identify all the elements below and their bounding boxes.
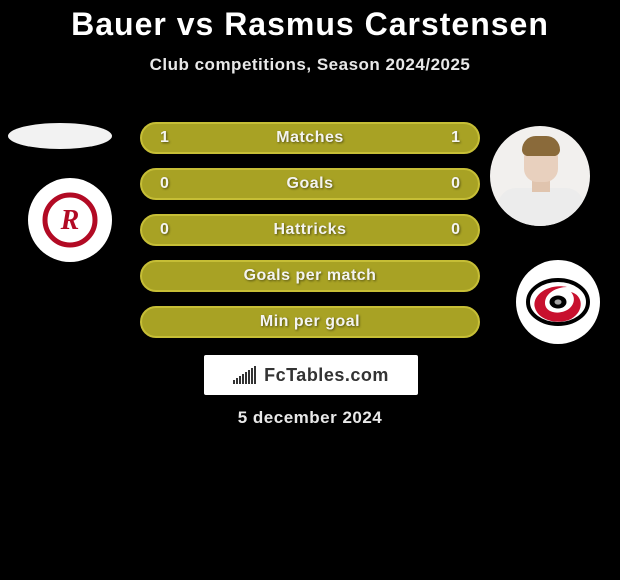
stat-label: Goals <box>287 175 334 193</box>
svg-text:R: R <box>60 205 80 236</box>
brand-label: FcTables.com <box>264 365 389 386</box>
player2-photo <box>490 126 590 226</box>
jahn-regensburg-icon: R <box>42 192 98 248</box>
stat-left-value: 0 <box>160 175 169 193</box>
date-footer: 5 december 2024 <box>0 408 620 428</box>
stat-right-value: 0 <box>451 175 460 193</box>
bar-chart-icon <box>233 366 256 384</box>
stat-label: Goals per match <box>244 267 377 285</box>
stats-list: 1 Matches 1 0 Goals 0 0 Hattricks 0 Goals per mat… <box>140 122 480 352</box>
brand-badge: FcTables.com <box>204 355 418 395</box>
comparison-card: Bauer vs Rasmus Carstensen Club competit… <box>0 0 620 580</box>
stat-right-value: 0 <box>451 221 460 239</box>
stat-right-value: 1 <box>451 129 460 147</box>
stat-label: Min per goal <box>260 313 360 331</box>
stat-row: Goals per match <box>140 260 480 292</box>
stat-left-value: 1 <box>160 129 169 147</box>
player2-club-badge <box>516 260 600 344</box>
stat-left-value: 0 <box>160 221 169 239</box>
stat-row: Min per goal <box>140 306 480 338</box>
stat-row: 0 Hattricks 0 <box>140 214 480 246</box>
subtitle: Club competitions, Season 2024/2025 <box>0 55 620 75</box>
hurricanes-swirl-icon <box>523 275 593 329</box>
stat-row: 1 Matches 1 <box>140 122 480 154</box>
player1-club-badge: R <box>28 178 112 262</box>
page-title: Bauer vs Rasmus Carstensen <box>0 0 620 43</box>
stat-label: Hattricks <box>274 221 347 239</box>
stat-row: 0 Goals 0 <box>140 168 480 200</box>
stat-label: Matches <box>276 129 344 147</box>
player1-photo <box>8 123 112 149</box>
